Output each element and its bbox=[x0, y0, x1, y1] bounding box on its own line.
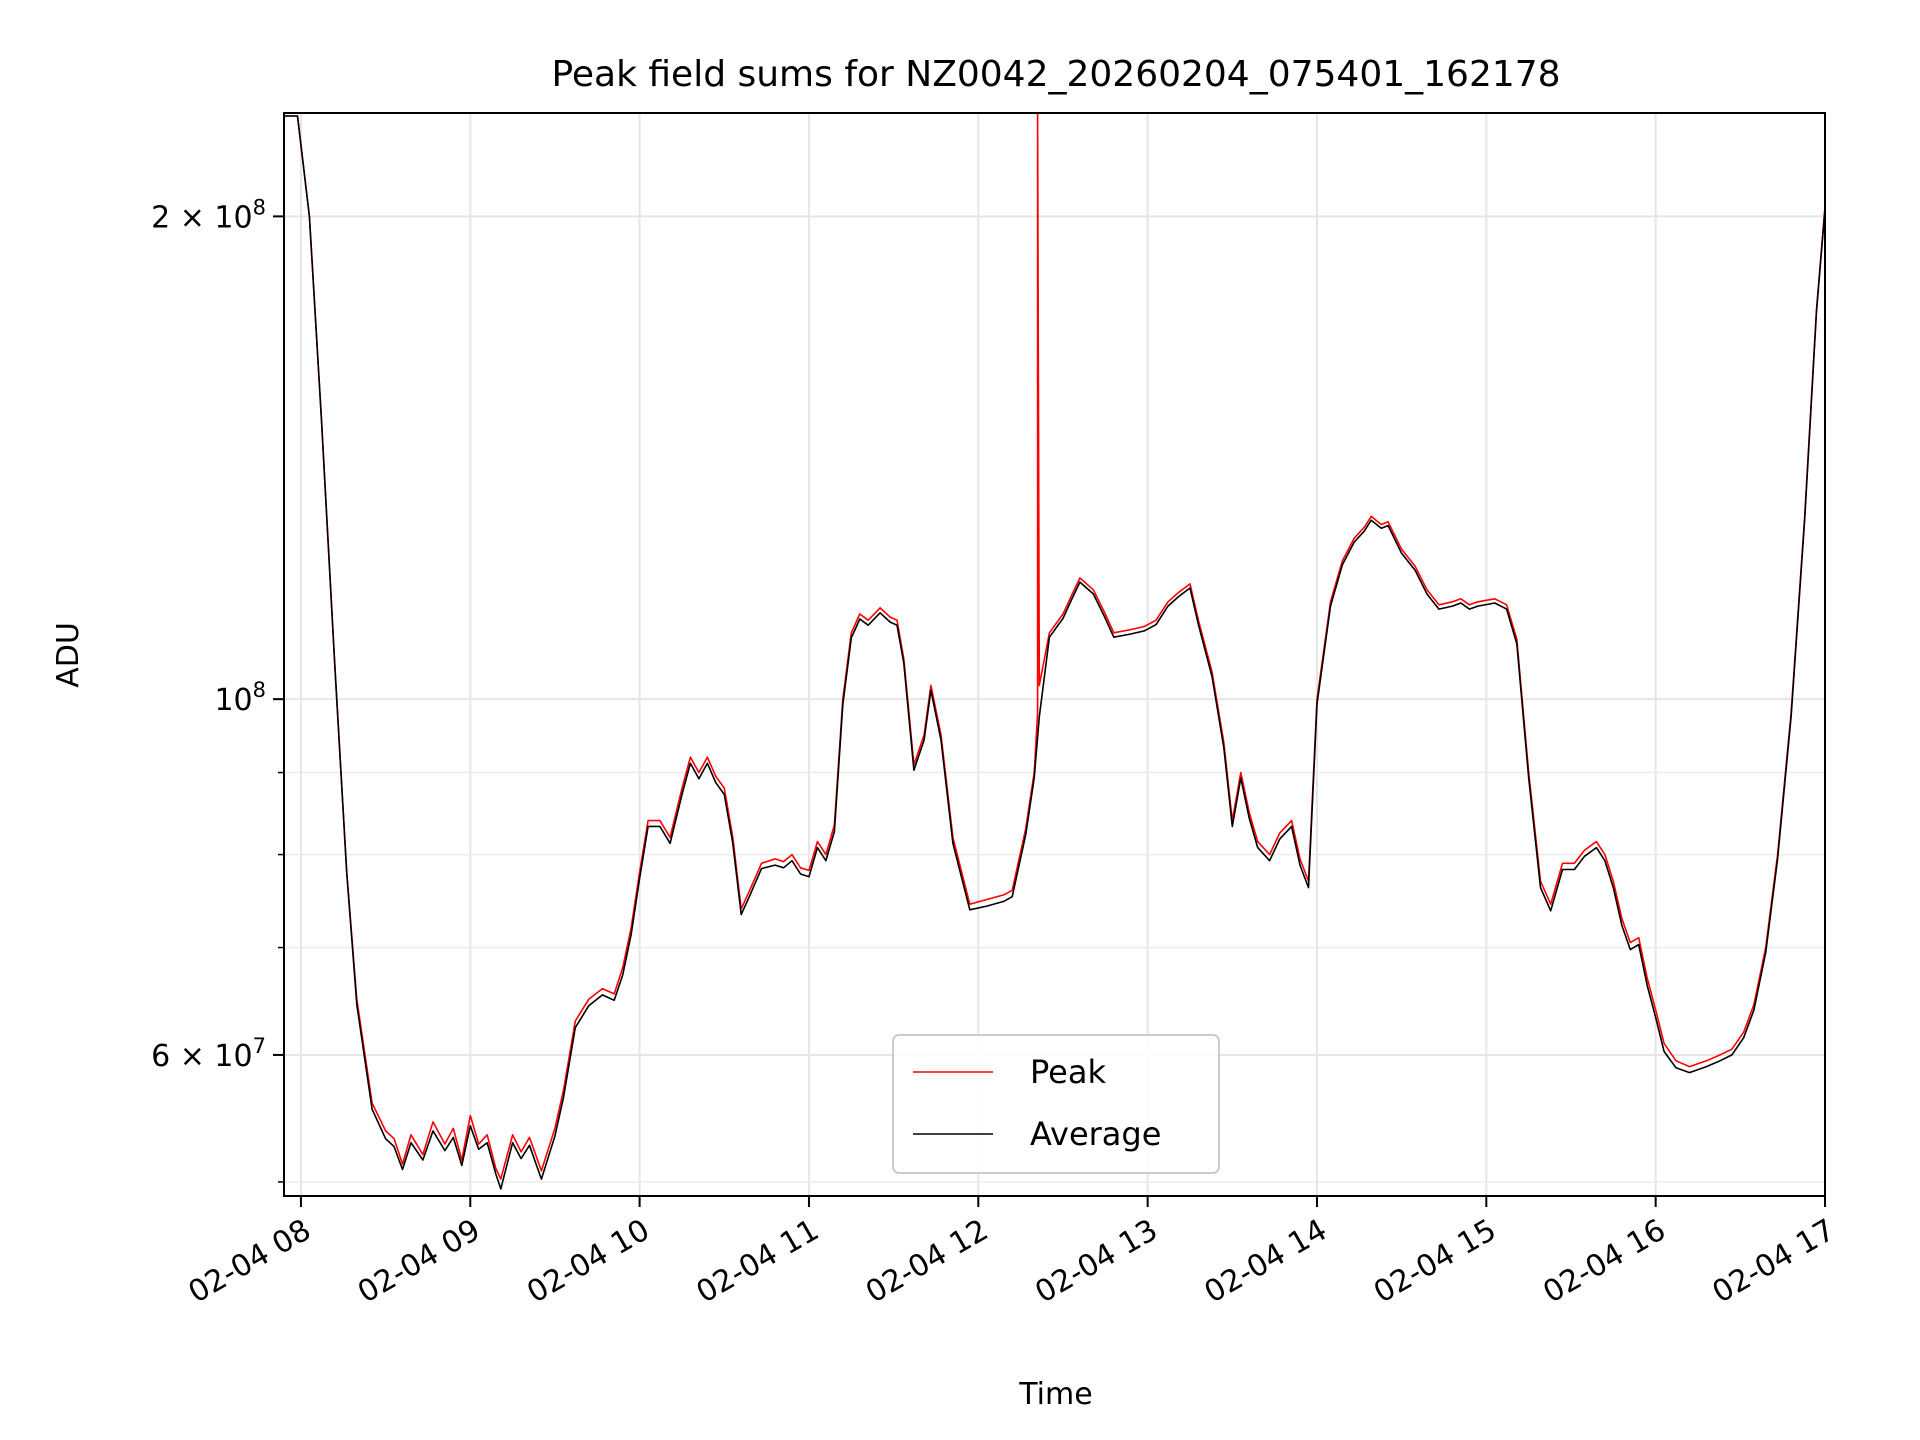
y-axis-label: ADU bbox=[51, 622, 86, 688]
y-tick-label: 6 × 107 bbox=[151, 1034, 266, 1074]
series-layer bbox=[284, 113, 1825, 1190]
chart-title: Peak field sums for NZ0042_20260204_0754… bbox=[551, 54, 1560, 95]
legend-box bbox=[892, 1034, 1220, 1174]
legend-peak-label: Peak bbox=[1030, 1053, 1106, 1091]
y-tick-label: 108 bbox=[214, 678, 266, 718]
series-average-line bbox=[284, 115, 1825, 1190]
plot-area-frame bbox=[283, 112, 1826, 1197]
x-axis-label: Time bbox=[1018, 1377, 1092, 1412]
legend: Peak Average bbox=[892, 1034, 1220, 1174]
y-axis: 6 × 107 108 2 × 108 bbox=[151, 195, 284, 1183]
y-tick-label: 2 × 108 bbox=[151, 195, 266, 235]
legend-average-label: Average bbox=[1030, 1115, 1161, 1153]
series-peak-line bbox=[284, 113, 1825, 1180]
